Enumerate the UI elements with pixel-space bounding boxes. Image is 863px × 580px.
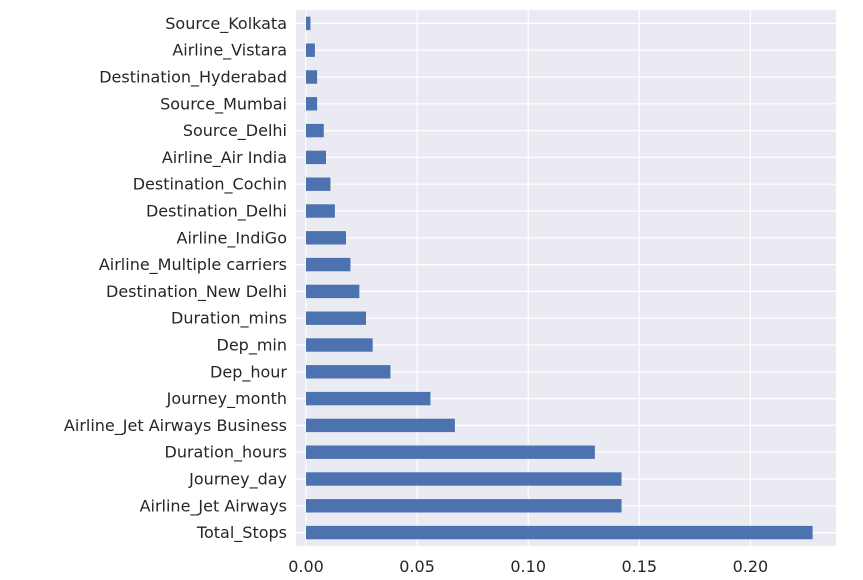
y-tick-label: Airline_Jet Airways [140, 496, 287, 516]
bar [306, 525, 813, 540]
bars [306, 16, 813, 540]
bar [306, 16, 311, 31]
y-tick-label: Total_Stops [196, 523, 287, 543]
bar [306, 97, 318, 111]
y-tick-labels: Total_Stops Airline_Jet Airways Journey_da… [64, 14, 288, 543]
y-tick-label: Journey_month [166, 389, 287, 409]
y-tick-label: Source_Delhi [183, 121, 287, 141]
y-tick-label: Destination_Hyderabad [99, 68, 287, 88]
y-tick-label: Duration_mins [171, 309, 287, 329]
y-tick-label: Airline_Jet Airways Business [64, 416, 287, 436]
plot-area [296, 10, 836, 546]
y-tick-label: Destination_Delhi [146, 202, 287, 222]
bar [306, 445, 595, 459]
y-tick-label: Source_Mumbai [160, 94, 287, 114]
x-tick-label: 0.15 [621, 557, 657, 576]
bar [306, 177, 331, 191]
bar [306, 257, 351, 272]
y-tick-label: Destination_New Delhi [106, 282, 287, 302]
x-tick-label: 0.10 [510, 557, 546, 576]
y-tick-label: Destination_Cochin [133, 175, 287, 195]
bar [306, 338, 373, 352]
bar [306, 123, 324, 138]
bar [306, 391, 431, 406]
x-tick-label: 0.20 [733, 557, 769, 576]
x-tick-labels: 0.00 0.05 0.10 0.15 0.20 [288, 557, 768, 576]
bar [306, 311, 366, 325]
y-tick-label: Dep_min [217, 336, 288, 356]
y-tick-label: Journey_day [188, 470, 287, 490]
y-tick-label: Source_Kolkata [165, 14, 287, 34]
bar [306, 284, 360, 299]
y-tick-label: Dep_hour [210, 362, 287, 382]
y-tick-label: Airline_Vistara [172, 41, 287, 61]
bar [306, 70, 318, 84]
bar [306, 204, 335, 218]
bar [306, 150, 326, 165]
bar [306, 472, 622, 486]
y-tick-label: Airline_Multiple carriers [99, 255, 287, 275]
bar [306, 499, 622, 513]
y-tick-label: Duration_hours [165, 443, 287, 463]
bar [306, 231, 346, 245]
y-tick-label: Airline_Air India [162, 148, 287, 168]
x-tick-label: 0.00 [288, 557, 324, 576]
bar [306, 43, 315, 57]
x-tick-label: 0.05 [399, 557, 435, 576]
bar [306, 418, 455, 433]
bar [306, 365, 391, 379]
y-tick-label: Airline_IndiGo [177, 228, 288, 248]
